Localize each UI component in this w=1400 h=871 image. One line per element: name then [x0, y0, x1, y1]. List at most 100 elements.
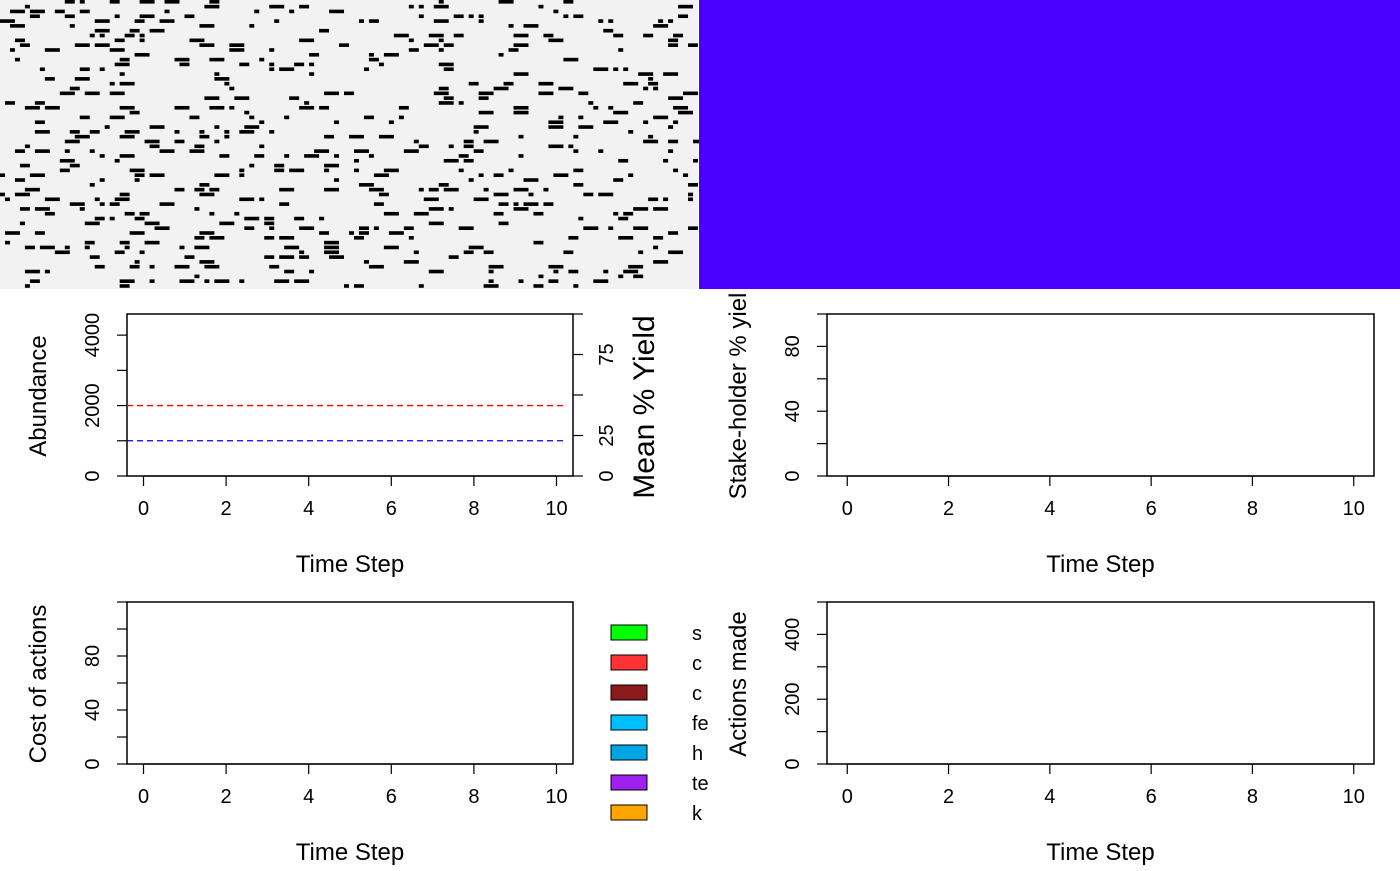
- landscape-cell: [663, 197, 669, 202]
- landscape-cell: [124, 130, 140, 134]
- landscape-cell: [478, 96, 489, 100]
- landscape-cell: [149, 28, 165, 33]
- landscape-cell: [119, 105, 135, 110]
- landscape-cell: [139, 250, 145, 255]
- landscape-cell: [363, 260, 369, 264]
- landscape-cell: [194, 207, 200, 211]
- landscape-cell: [134, 178, 140, 182]
- landscape-cell: [109, 0, 120, 4]
- landscape-cell: [523, 202, 539, 206]
- landscape-cell: [648, 81, 659, 86]
- landscape-cell: [443, 187, 459, 192]
- landscape-cell: [613, 178, 624, 182]
- chart-stakeholder-yield: 0 2 4 6 8 10 0 40 80 Time Step Stake-holder % yiel: [725, 293, 1375, 578]
- landscape-cell: [463, 158, 474, 163]
- landscape-cell: [339, 43, 349, 47]
- landscape-cell: [179, 62, 190, 67]
- landscape-cell: [693, 158, 698, 163]
- landscape-cell: [139, 33, 145, 38]
- x-tick-label: 0: [842, 786, 853, 808]
- landscape-cell: [688, 226, 698, 230]
- landscape-cell: [24, 284, 30, 288]
- landscape-cell: [64, 149, 70, 153]
- landscape-cell: [573, 134, 579, 139]
- landscape-cell: [69, 130, 80, 134]
- landscape-cell: [688, 43, 698, 47]
- landscape-cell: [473, 149, 484, 153]
- landscape-cell: [69, 24, 75, 28]
- landscape-cell: [124, 245, 130, 250]
- landscape-cell: [593, 279, 609, 283]
- landscape-cell: [334, 154, 340, 158]
- landscape-cell: [583, 226, 599, 230]
- landscape-background: [0, 0, 698, 289]
- landscape-cell: [94, 216, 105, 221]
- landscape-cell: [79, 67, 90, 72]
- landscape-cell: [608, 105, 614, 110]
- landscape-cell: [29, 14, 40, 19]
- landscape-cell: [244, 110, 250, 115]
- y-tick-label: 0: [782, 758, 804, 769]
- landscape-cell: [284, 269, 295, 274]
- landscape-cell: [299, 250, 305, 255]
- landscape-cell: [109, 91, 125, 96]
- x-tick-label: 0: [138, 786, 149, 808]
- landscape-cell: [538, 4, 544, 9]
- landscape-cell: [643, 120, 649, 125]
- landscape-cell: [438, 48, 444, 52]
- landscape-cell: [44, 105, 60, 110]
- y-right-tick-label: 75: [596, 343, 618, 365]
- landscape-cell: [34, 120, 45, 125]
- landscape-cell: [363, 67, 369, 72]
- landscape-cell: [383, 211, 399, 216]
- landscape-cell: [588, 101, 594, 105]
- landscape-cell: [668, 125, 674, 129]
- landscape-cell: [274, 19, 280, 23]
- x-tick-label: 2: [943, 498, 954, 520]
- landscape-cell: [513, 110, 529, 115]
- landscape-cell: [528, 192, 534, 197]
- landscape-cell: [638, 72, 654, 76]
- landscape-cell: [19, 207, 30, 211]
- landscape-cell: [408, 38, 414, 43]
- y-tick-label: 200: [782, 683, 804, 716]
- landscape-cell: [109, 81, 115, 86]
- x-tick-label: 6: [1146, 786, 1157, 808]
- landscape-cell: [603, 269, 609, 274]
- landscape-cell: [119, 279, 135, 283]
- landscape-cell: [24, 269, 40, 274]
- landscape-cell: [573, 183, 584, 187]
- landscape-cell: [269, 130, 275, 134]
- landscape-cell: [294, 279, 310, 283]
- landscape-cell: [154, 226, 170, 230]
- landscape-cell: [663, 158, 669, 163]
- landscape-cell: [4, 197, 10, 202]
- landscape-cell: [304, 101, 310, 105]
- landscape-cell: [458, 154, 469, 158]
- landscape-cell: [14, 192, 30, 197]
- landscape-cell: [578, 125, 594, 129]
- landscape-cell: [324, 245, 340, 250]
- landscape-cell: [84, 91, 100, 96]
- landscape-cell: [478, 91, 494, 96]
- x-tick-label: 8: [468, 786, 479, 808]
- landscape-cell: [628, 264, 644, 269]
- landscape-cell: [468, 14, 474, 19]
- landscape-cell: [194, 144, 205, 149]
- landscape-cell: [573, 149, 579, 153]
- landscape-cell: [74, 77, 90, 81]
- landscape-cell: [279, 202, 290, 206]
- legend-label: c: [692, 653, 702, 675]
- landscape-cell: [119, 284, 130, 288]
- landscape-cell: [274, 163, 285, 168]
- landscape-cell: [543, 33, 554, 38]
- landscape-cell: [299, 226, 315, 230]
- landscape-cell: [29, 173, 45, 178]
- landscape-cell: [204, 4, 220, 9]
- landscape-cell: [29, 9, 45, 14]
- landscape-cell: [463, 144, 474, 149]
- landscape-cell: [4, 240, 10, 245]
- landscape-cell: [668, 96, 684, 100]
- landscape-cell: [398, 105, 409, 110]
- landscape-cell: [334, 178, 340, 182]
